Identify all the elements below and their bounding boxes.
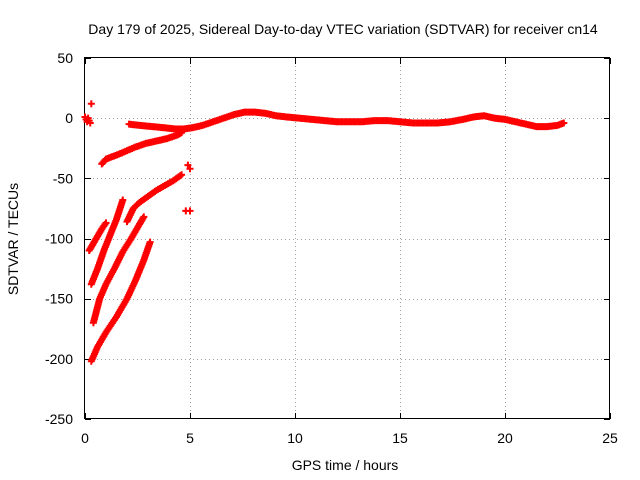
data-point bbox=[186, 207, 194, 215]
y-tick-label: 0 bbox=[65, 110, 73, 126]
grid-layer bbox=[85, 58, 610, 419]
data-point bbox=[184, 161, 192, 169]
series-arc-d bbox=[87, 196, 127, 288]
y-tick-label: -250 bbox=[45, 411, 73, 427]
data-point bbox=[87, 100, 95, 108]
series-top-continuous bbox=[125, 108, 568, 133]
x-tick-label: 15 bbox=[392, 430, 408, 446]
data-layer bbox=[81, 100, 568, 365]
data-point bbox=[560, 119, 568, 127]
series-arc-c bbox=[85, 219, 110, 255]
chart-title: Day 179 of 2025, Sidereal Day-to-day VTE… bbox=[88, 21, 598, 37]
data-point bbox=[86, 119, 94, 127]
series-arc-e bbox=[89, 213, 148, 327]
y-tick-label: -200 bbox=[45, 351, 73, 367]
tick-layer: 0 5 10 15 20 25 -250 -200 -150 -100 -50 0 50 bbox=[45, 50, 618, 446]
series-cluster-near-zero bbox=[81, 100, 95, 127]
data-point bbox=[119, 196, 127, 204]
series-arc-b bbox=[123, 171, 186, 226]
plot-frame bbox=[84, 57, 610, 419]
x-tick-label: 25 bbox=[602, 430, 618, 446]
x-tick-label: 10 bbox=[287, 430, 303, 446]
x-tick-label: 0 bbox=[81, 430, 89, 446]
x-tick-label: 20 bbox=[497, 430, 513, 446]
data-point bbox=[178, 171, 186, 179]
y-tick-label: -100 bbox=[45, 231, 73, 247]
y-tick-label: -150 bbox=[45, 291, 73, 307]
data-point bbox=[186, 165, 194, 173]
data-point bbox=[178, 129, 186, 137]
x-axis-label: GPS time / hours bbox=[292, 457, 399, 473]
y-tick-label: -50 bbox=[53, 170, 73, 186]
series-arc-a bbox=[98, 129, 186, 168]
x-tick-label: 5 bbox=[186, 430, 194, 446]
data-point bbox=[102, 219, 110, 227]
data-point bbox=[140, 213, 148, 221]
y-axis-label: SDTVAR / TECUs bbox=[5, 183, 21, 295]
y-tick-label: 50 bbox=[57, 50, 73, 66]
series-arc-f bbox=[87, 238, 154, 365]
data-point bbox=[146, 238, 154, 246]
series-outliers bbox=[182, 161, 194, 215]
